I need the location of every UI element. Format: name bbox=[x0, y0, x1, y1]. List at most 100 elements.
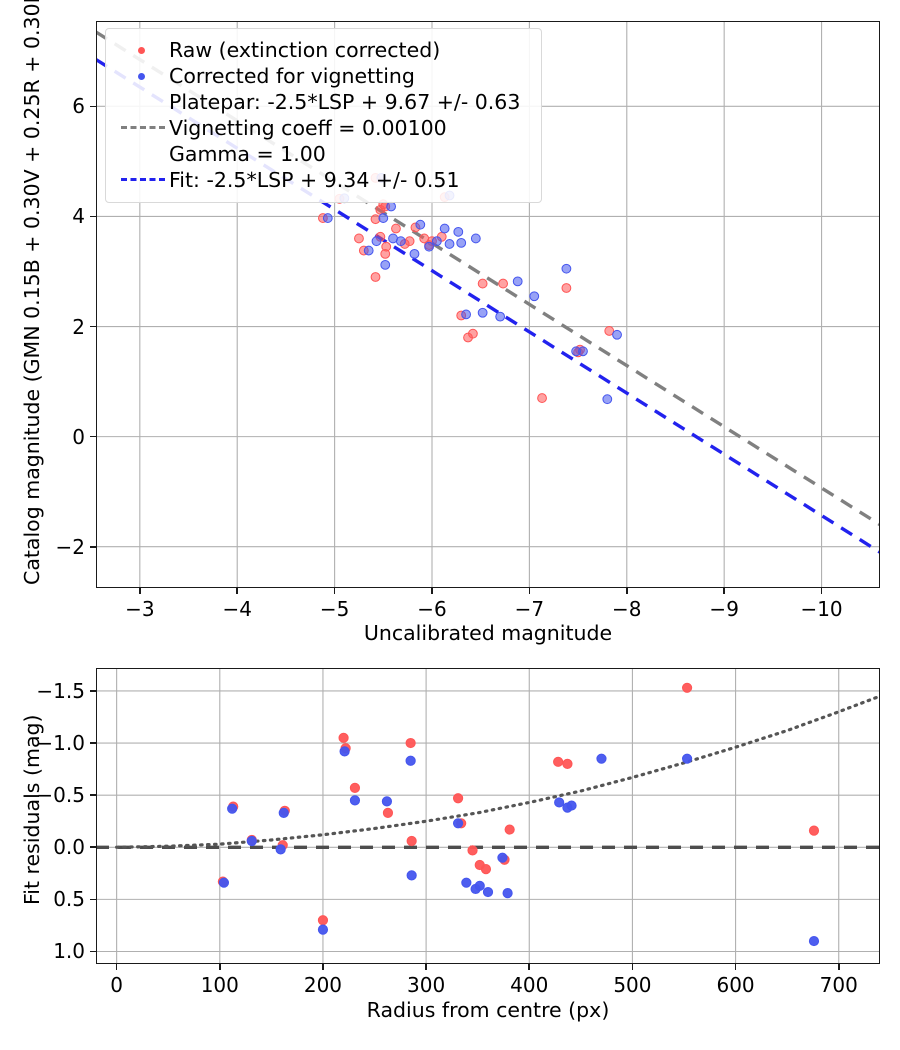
x-tick-label: 0 bbox=[110, 973, 123, 997]
data-point bbox=[596, 753, 607, 764]
x-axis-title-radius: Radius from centre (px) bbox=[366, 998, 610, 1022]
y-tick-label: −0.5 bbox=[36, 783, 85, 808]
data-point bbox=[808, 935, 820, 947]
x-tick-mark bbox=[333, 588, 336, 594]
data-point bbox=[504, 824, 515, 835]
data-point bbox=[380, 259, 391, 270]
data-point bbox=[338, 732, 349, 743]
data-point bbox=[495, 311, 506, 322]
x-tick-label: −5 bbox=[319, 597, 350, 621]
x-tick-mark bbox=[139, 588, 141, 594]
data-point bbox=[452, 793, 464, 804]
platepar-dash-icon bbox=[121, 126, 165, 129]
x-tick-label: 400 bbox=[510, 973, 549, 997]
data-point bbox=[681, 682, 693, 693]
x-tick-label: −4 bbox=[222, 597, 252, 621]
x-axis-title-magnitude: Uncalibrated magnitude bbox=[363, 621, 613, 645]
x-tick-label: −7 bbox=[514, 597, 545, 621]
legend-item-fit: Fit: -2.5*LSP + 9.34 +/- 0.51 bbox=[117, 167, 530, 193]
data-point bbox=[444, 239, 455, 249]
series-raw-extinction-corrected- bbox=[318, 172, 615, 403]
data-point bbox=[612, 329, 622, 340]
data-point bbox=[578, 346, 588, 357]
x-tick-label: 500 bbox=[613, 973, 652, 997]
data-point bbox=[395, 236, 406, 247]
y-tick-mark bbox=[90, 435, 96, 438]
y-tick-mark bbox=[90, 325, 96, 328]
data-point bbox=[349, 795, 361, 806]
data-point bbox=[419, 233, 430, 244]
data-point bbox=[218, 877, 230, 888]
y-tick-label: 1.0 bbox=[53, 939, 85, 964]
legend-dash-platepar-icon bbox=[117, 89, 169, 167]
y-tick-label: 6 bbox=[72, 94, 85, 119]
data-point bbox=[424, 241, 434, 252]
data-point bbox=[409, 248, 420, 259]
y-tick-mark bbox=[90, 215, 96, 218]
y-tick-label: 0.5 bbox=[53, 887, 85, 912]
data-point bbox=[512, 276, 523, 287]
y-tick-mark bbox=[90, 846, 96, 849]
x-tick-mark bbox=[625, 588, 628, 594]
data-point bbox=[391, 223, 401, 234]
data-point bbox=[681, 753, 693, 764]
data-point bbox=[562, 758, 573, 769]
data-point bbox=[808, 825, 820, 836]
data-point bbox=[371, 236, 382, 247]
x-tick-mark bbox=[734, 964, 737, 970]
x-tick-label: 700 bbox=[819, 973, 858, 997]
y-tick-mark bbox=[90, 105, 96, 108]
data-point bbox=[498, 278, 509, 289]
data-point bbox=[386, 201, 397, 212]
data-point bbox=[278, 807, 289, 818]
data-point bbox=[405, 737, 416, 749]
data-point bbox=[322, 213, 333, 223]
data-point bbox=[317, 915, 329, 926]
y-tick-mark bbox=[90, 794, 96, 796]
x-tick-label: 100 bbox=[200, 973, 239, 997]
x-tick-mark bbox=[631, 964, 634, 970]
x-tick-mark bbox=[820, 588, 823, 594]
data-point bbox=[480, 864, 492, 875]
y-axis-title-magnitude: Catalog magnitude (GMN 0.15B + 0.30V + 0… bbox=[20, 0, 44, 585]
data-point bbox=[456, 237, 467, 248]
y-tick-mark bbox=[90, 545, 96, 548]
legend-magnitude-calibration: Raw (extinction corrected) Corrected for… bbox=[105, 28, 542, 203]
data-point bbox=[561, 263, 572, 274]
legend-item-corrected: Corrected for vignetting bbox=[117, 63, 530, 89]
data-point bbox=[461, 309, 471, 320]
y-tick-mark bbox=[90, 690, 96, 692]
data-point bbox=[439, 223, 450, 234]
plot-line-vignetting-curve bbox=[115, 694, 880, 849]
raw-dot-icon bbox=[138, 47, 145, 54]
data-point bbox=[370, 272, 381, 282]
fit-residuals-plot bbox=[96, 668, 880, 964]
series-corrected-for-vignetting bbox=[218, 746, 820, 947]
data-point bbox=[363, 245, 374, 256]
x-tick-label: 200 bbox=[303, 973, 343, 997]
x-tick-label: −8 bbox=[612, 597, 642, 621]
y-tick-label: 2 bbox=[72, 314, 85, 339]
x-tick-label: 600 bbox=[716, 973, 755, 997]
y-tick-label: 4 bbox=[72, 204, 85, 229]
data-point bbox=[381, 241, 392, 252]
data-point bbox=[406, 870, 417, 881]
y-tick-label: −2 bbox=[55, 534, 85, 559]
y-tick-mark bbox=[90, 742, 96, 744]
gridlines bbox=[96, 668, 880, 964]
legend-marker-raw-icon bbox=[117, 37, 169, 63]
series-corrected-for-vignetting bbox=[322, 172, 622, 405]
y-tick-label: 0 bbox=[72, 424, 85, 449]
data-point bbox=[537, 393, 547, 403]
x-tick-mark bbox=[528, 588, 531, 594]
x-tick-label: −6 bbox=[417, 597, 447, 621]
legend-label-raw: Raw (extinction corrected) bbox=[169, 38, 441, 62]
legend-item-platepar: Platepar: -2.5*LSP + 9.67 +/- 0.63 Vigne… bbox=[117, 89, 530, 167]
data-point bbox=[378, 213, 389, 223]
legend-item-raw: Raw (extinction corrected) bbox=[117, 37, 530, 63]
x-tick-label: −9 bbox=[709, 597, 739, 621]
data-point bbox=[604, 326, 615, 336]
x-tick-mark bbox=[218, 964, 221, 970]
legend-label-fit: Fit: -2.5*LSP + 9.34 +/- 0.51 bbox=[169, 168, 460, 192]
